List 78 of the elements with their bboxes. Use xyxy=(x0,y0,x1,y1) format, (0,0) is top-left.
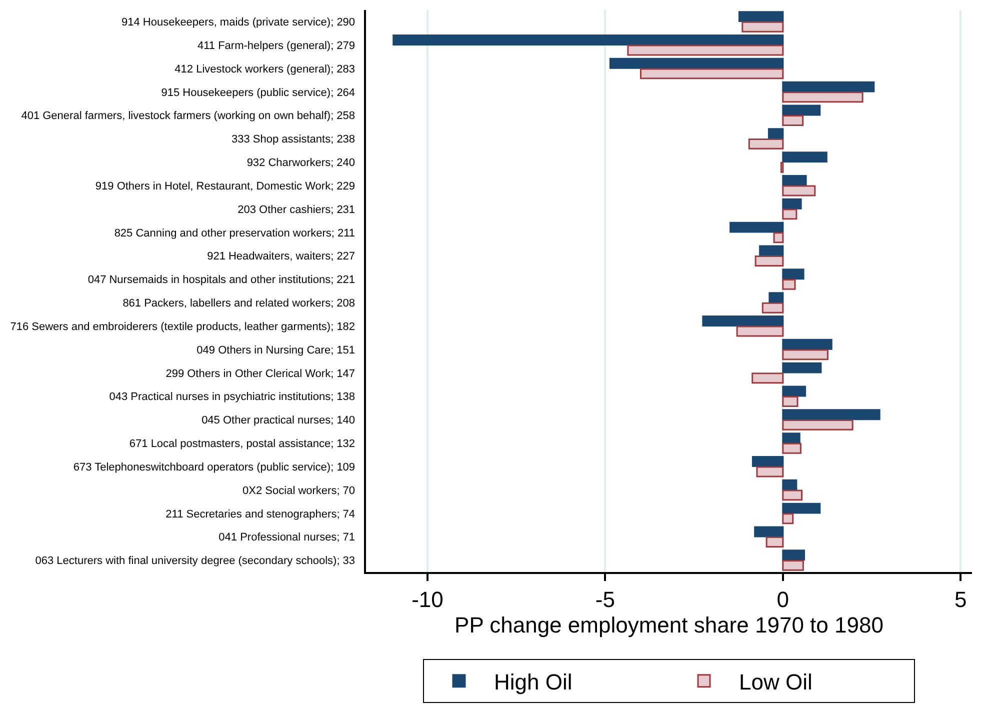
y-tick-label: 861 Packers, labellers and related workers; 208 xyxy=(122,298,356,310)
bar xyxy=(782,396,798,408)
y-tick-label: 914 Housekeepers, maids (private service); 290 xyxy=(121,16,356,29)
bar xyxy=(782,278,796,290)
bar xyxy=(782,208,798,220)
y-tick-label: 932 Charworkers; 240 xyxy=(246,157,356,170)
bar xyxy=(730,222,784,233)
bar xyxy=(754,256,784,267)
bar xyxy=(762,302,784,314)
bar xyxy=(756,466,784,478)
x-axis-title: PP change employment share 1970 to 1980 xyxy=(454,612,884,638)
bar xyxy=(782,490,802,501)
y-tick-label: 211 Secretaries and stenographers; 74 xyxy=(166,508,356,520)
bar xyxy=(782,513,794,524)
x-tick-label: 5 xyxy=(954,587,967,612)
y-tick-label: 333 Shop assistants; 238 xyxy=(232,134,356,146)
bar xyxy=(782,409,880,420)
bar xyxy=(782,502,821,514)
bar xyxy=(782,386,806,397)
bar xyxy=(782,338,832,350)
legend-label: Low Oil xyxy=(739,669,812,694)
bar xyxy=(782,560,804,571)
y-tick-label: 411 Farm-helpers (general); 279 xyxy=(198,40,356,52)
bar xyxy=(782,174,807,186)
bar xyxy=(782,442,802,454)
y-tick-label: 401 General farmers, livestock farmers (working on own behalf); 258 xyxy=(21,110,356,122)
legend-label: High Oil xyxy=(494,669,572,694)
y-tick-label: 049 Others in Nursing Care; 151 xyxy=(196,344,356,356)
bar xyxy=(738,11,784,22)
bar xyxy=(782,115,804,126)
y-tick-label: 671 Local postmasters, postal assistance; 132 xyxy=(129,438,356,450)
bar xyxy=(752,372,784,384)
bar xyxy=(754,526,784,538)
bar xyxy=(782,198,802,210)
x-tick-label: -10 xyxy=(412,587,444,612)
y-tick-label: 919 Others in Hotel, Restaurant, Domestic Work; 229 xyxy=(95,180,356,192)
y-tick-label: 047 Nursemaids in hospitals and other institutions; 221 xyxy=(88,274,356,286)
y-tick-label: 825 Canning and other preservation workers; 211 xyxy=(114,227,356,240)
bar xyxy=(736,326,784,337)
bar xyxy=(742,21,784,32)
y-tick-label: 063 Lecturers with final university degree (secondary schools); 33 xyxy=(35,555,356,568)
bar xyxy=(782,185,816,196)
y-tick-label: 299 Others in Other Clerical Work; 147 xyxy=(166,368,356,380)
bar xyxy=(782,268,804,280)
y-tick-label: 412 Livestock workers (general); 283 xyxy=(174,63,356,76)
bar xyxy=(782,419,854,430)
bar xyxy=(782,550,805,561)
bar xyxy=(768,128,784,140)
bar xyxy=(782,104,821,116)
bar xyxy=(782,479,798,490)
bar xyxy=(782,152,828,163)
y-tick-label: 915 Housekeepers (public service); 264 xyxy=(161,86,356,99)
y-tick-label: 921 Headwaiters, waiters; 227 xyxy=(207,250,356,263)
bar xyxy=(782,432,800,444)
bar xyxy=(759,245,784,256)
x-tick-label: -5 xyxy=(595,587,615,612)
bar xyxy=(782,92,864,103)
bar xyxy=(640,68,784,80)
bar xyxy=(748,138,784,150)
bar xyxy=(782,362,822,374)
bar xyxy=(782,349,828,360)
y-tick-label: 041 Professional nurses; 71 xyxy=(218,532,356,544)
x-tick-label: 0 xyxy=(776,587,790,612)
bar xyxy=(766,536,784,548)
y-tick-label: 203 Other cashiers; 231 xyxy=(238,204,356,216)
bar xyxy=(392,34,784,46)
y-tick-label: 045 Other practical nurses; 140 xyxy=(202,414,356,427)
bar xyxy=(702,315,784,326)
bar xyxy=(782,81,875,92)
bar xyxy=(609,58,784,69)
y-tick-label: 673 Telephoneswitchboard operators (public service); 109 xyxy=(73,461,356,474)
y-tick-label: 0X2 Social workers; 70 xyxy=(242,484,356,497)
y-tick-label: 043 Practical nurses in psychiatric institutions; 138 xyxy=(109,391,356,404)
bar xyxy=(768,292,784,304)
bar xyxy=(627,44,784,56)
bar xyxy=(752,456,784,467)
bar xyxy=(773,232,784,244)
y-tick-label: 716 Sewers and embroiderers (textile products, leather garments); 182 xyxy=(10,320,356,333)
